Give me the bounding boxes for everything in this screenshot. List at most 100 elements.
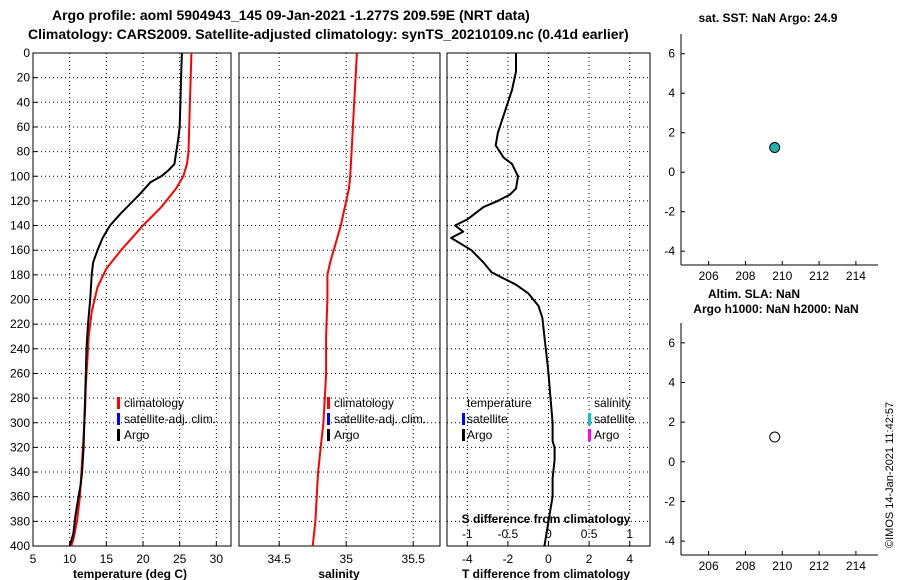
x-tick-label: 208 (735, 269, 755, 283)
legend-label-climatology: climatology (124, 396, 184, 410)
title-line-1: Argo profile: aoml 5904943_145 09-Jan-20… (52, 7, 530, 23)
x-tick-label: 25 (173, 552, 187, 566)
x-tick-label: 214 (846, 269, 866, 283)
y-tick-label: -4 (664, 534, 675, 548)
copyright-stamp: ©IMOS 14-Jan-2021 11:42:57 (884, 402, 896, 548)
y-tick-label: 2 (668, 126, 675, 140)
temperature-series (68, 52, 193, 547)
legend-swatch-argo (327, 429, 330, 441)
legend-label-temperature: temperature (467, 396, 532, 410)
sla-title-line-2: Argo h1000: NaN h2000: NaN (693, 302, 858, 316)
legend-label-climatology: climatology (334, 396, 394, 410)
sst-points (769, 142, 781, 154)
legend-swatch-climatology (327, 397, 330, 409)
series-line-climatology (311, 52, 358, 547)
salinity-x-ticks: 34.5 35 35.5 (268, 542, 426, 566)
y-tick-label: 180 (10, 268, 30, 282)
legend-swatch-satellite (117, 413, 120, 425)
x-tick-label: -2 (503, 552, 514, 566)
y-tick-label: 40 (17, 95, 31, 109)
y-tick-label: 4 (668, 86, 675, 100)
y-tick-label: 160 (10, 243, 30, 257)
x-tick-label: 35.5 (402, 552, 426, 566)
x-tick-label: 210 (772, 559, 792, 573)
s-tick-label: 0.5 (581, 527, 598, 541)
x-tick-label: 210 (772, 269, 792, 283)
temperature-panel: 5 10 15 20 25 30 0 20 40 60 80 100 120 140 160 180 200 2… (10, 46, 232, 580)
y-tick-label: 0 (668, 165, 675, 179)
sla-points (769, 431, 781, 443)
title-line-2: Climatology: CARS2009. Satellite-adjuste… (28, 26, 629, 42)
sst-title: sat. SST: NaN Argo: 24.9 (699, 11, 838, 25)
y-tick-label: 60 (17, 120, 31, 134)
salinity-x-label: salinity (318, 567, 360, 580)
sla-axes: -4 -2 0 2 4 6 206 208 210 212 214 (664, 323, 878, 573)
difference-x-label: T difference from climatology (462, 567, 630, 580)
y-tick-label: 200 (10, 293, 30, 307)
x-tick-label: 4 (626, 552, 633, 566)
x-tick-label: 20 (136, 552, 150, 566)
x-tick-label: 0 (545, 552, 552, 566)
difference-s-ticks: -1 -0.5 0 0.5 1 (462, 527, 633, 541)
y-tick-label: 380 (10, 514, 30, 528)
x-tick-label: 5 (30, 552, 37, 566)
argo-position-marker (769, 142, 781, 154)
y-tick-label: 80 (17, 145, 31, 159)
legend-swatch-satellite-s (588, 413, 591, 425)
legend-label-satellite-s: satellite (594, 412, 635, 426)
legend-label-argo-t: Argo (467, 428, 493, 442)
temperature-grid (32, 52, 231, 547)
y-tick-label: 100 (10, 169, 30, 183)
legend-label-satellite: satellite-adj. clim. (334, 412, 426, 426)
y-tick-label: 120 (10, 194, 30, 208)
x-tick-label: 206 (699, 269, 719, 283)
x-tick-label: 2 (586, 552, 593, 566)
legend-label-salinity: salinity (594, 396, 631, 410)
x-tick-label: 212 (809, 269, 829, 283)
x-tick-label: 208 (735, 559, 755, 573)
y-tick-label: 140 (10, 219, 30, 233)
y-tick-label: -2 (664, 494, 675, 508)
salinity-grid (239, 52, 440, 547)
x-tick-label: -4 (462, 552, 473, 566)
y-tick-label: 6 (668, 336, 675, 350)
difference-grid (447, 52, 650, 547)
legend-swatch-argo-t (462, 429, 465, 441)
argo-position-marker (769, 431, 781, 443)
s-tick-label: -1 (462, 527, 473, 541)
legend-swatch-argo-s (588, 429, 591, 441)
legend-label-satellite-t: satellite (467, 412, 508, 426)
s-difference-label: S difference from climatology (462, 512, 631, 526)
legend-label-argo: Argo (124, 428, 150, 442)
sla-title-line-1: Altim. SLA: NaN (708, 287, 800, 301)
y-tick-label: 340 (10, 465, 30, 479)
sst-panel: sat. SST: NaN Argo: 24.9 -4 -2 0 2 4 6 206 208 2… (664, 11, 878, 283)
temperature-y-ticks: 0 20 40 60 80 100 120 140 160 180 200 220 240 260 280 3… (10, 46, 37, 553)
x-tick-label: 10 (63, 552, 77, 566)
sla-panel: Altim. SLA: NaN Argo h1000: NaN h2000: N… (664, 287, 878, 573)
y-tick-label: 2 (668, 415, 675, 429)
s-tick-label: 0 (545, 527, 552, 541)
y-tick-label: 0 (23, 46, 30, 60)
legend-swatch-argo (117, 429, 120, 441)
s-tick-label: -0.5 (498, 527, 519, 541)
difference-panel: -4 -2 0 2 4 -1 -0.5 0 0.5 1 T difference from cl… (446, 52, 651, 580)
y-tick-label: 320 (10, 440, 30, 454)
x-tick-label: 35 (340, 552, 354, 566)
difference-x-ticks: -4 -2 0 2 4 (462, 542, 633, 566)
series-line-argo (68, 52, 183, 547)
difference-series (450, 53, 556, 547)
series-line-argo-t-difference (450, 53, 556, 547)
x-tick-label: 34.5 (268, 552, 292, 566)
salinity-panel: 34.5 35 35.5 salinity climatology satellit… (238, 52, 441, 580)
legend-label-argo-s: Argo (594, 428, 620, 442)
sst-axes: -4 -2 0 2 4 6 206 208 210 212 214 (664, 34, 878, 283)
y-tick-label: 240 (10, 342, 30, 356)
y-tick-label: 400 (10, 539, 30, 553)
x-tick-label: 15 (100, 552, 114, 566)
y-tick-label: 220 (10, 317, 30, 331)
legend-swatch-satellite (327, 413, 330, 425)
legend-label-argo: Argo (334, 428, 360, 442)
legend-swatch-satellite-t (462, 413, 465, 425)
temperature-x-ticks: 5 10 15 20 25 30 (30, 542, 223, 566)
